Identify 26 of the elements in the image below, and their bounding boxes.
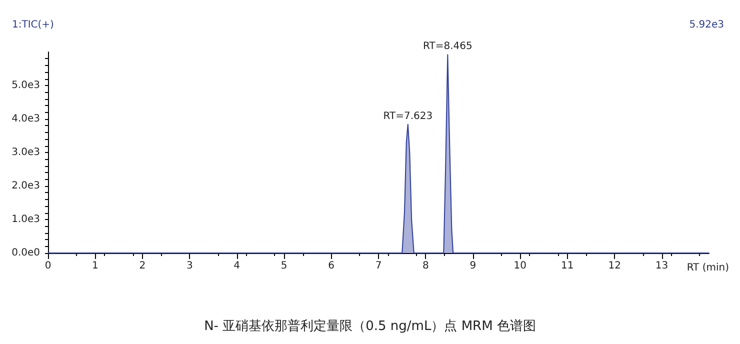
annotation: RT=7.623 <box>383 110 433 122</box>
y-tick-label: 0.0e0 <box>12 248 40 258</box>
x-axis-title: RT (min) <box>686 262 730 274</box>
x-tick-label: 13 <box>655 260 668 272</box>
x-tick-label: 11 <box>560 260 574 272</box>
x-tick-label: 0 <box>44 260 52 272</box>
y-tick-label: 1.0e3 <box>12 214 40 225</box>
annotation: RT=8.465 <box>422 41 472 52</box>
x-tick-label: 8 <box>422 260 429 272</box>
text: 1:TIC(+) <box>12 20 54 30</box>
y-tick-label: 2.0e3 <box>12 180 40 192</box>
text: 5.92e3 <box>689 20 724 30</box>
x-tick-label: 10 <box>514 260 527 272</box>
y-tick-label: 5.0e3 <box>12 80 40 91</box>
x-tick-label: 9 <box>470 260 476 272</box>
y-tick-label: 4.0e3 <box>12 114 40 124</box>
x-tick-label: 2 <box>139 260 146 272</box>
x-tick-label: 6 <box>328 260 334 272</box>
x-tick-label: 12 <box>608 260 621 272</box>
x-tick-label: 3 <box>186 260 193 272</box>
x-tick-label: 1 <box>92 260 98 272</box>
text: N- 亚硝基依那普利定量限（0.5 ng/mL）点 MRM 色谱图 <box>204 318 536 334</box>
x-tick-label: 4 <box>234 260 240 272</box>
x-tick-label: 7 <box>375 260 382 272</box>
x-tick-label: 5 <box>280 260 288 272</box>
y-tick-label: 3.0e3 <box>12 147 40 158</box>
